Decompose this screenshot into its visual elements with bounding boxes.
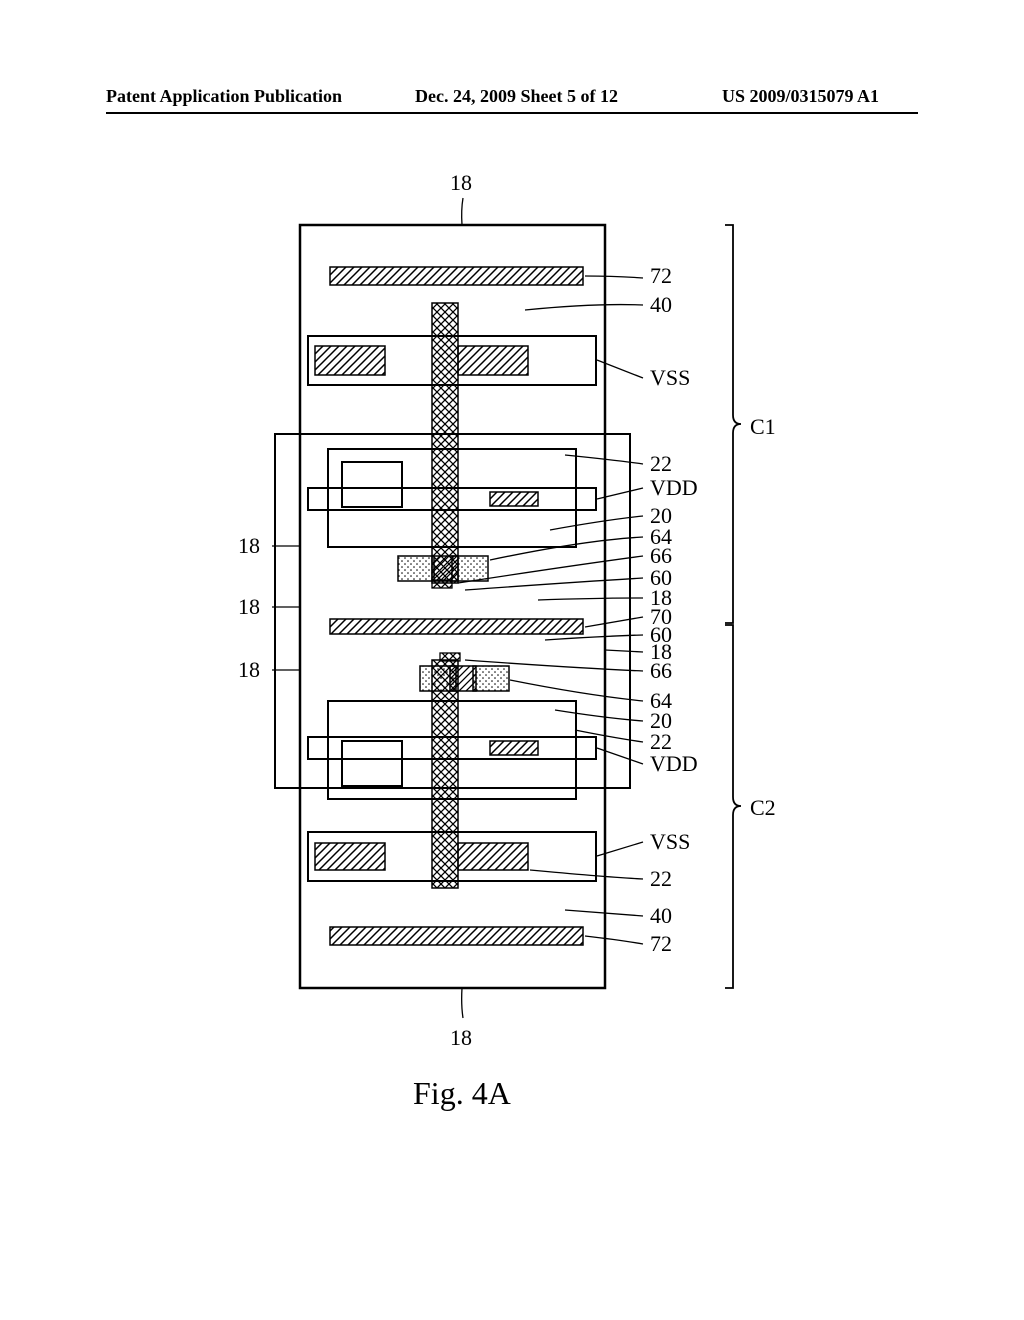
bracket-c2 bbox=[725, 625, 737, 988]
right-label: 72 bbox=[650, 263, 672, 289]
label-18-top: 18 bbox=[450, 170, 472, 196]
header-center: Dec. 24, 2009 Sheet 5 of 12 bbox=[415, 86, 618, 107]
figure-4a-diagram: 18 18 7240VSS22VDD2064666018706018666420… bbox=[300, 225, 605, 988]
header-left: Patent Application Publication bbox=[106, 86, 342, 107]
bracket-c1 bbox=[725, 225, 737, 623]
left-label: 18 bbox=[238, 657, 260, 683]
right-label: 72 bbox=[650, 931, 672, 957]
bracket-label-c2: C2 bbox=[750, 795, 776, 821]
right-label: VDD bbox=[650, 475, 698, 501]
right-label: VDD bbox=[650, 751, 698, 777]
right-label: VSS bbox=[650, 829, 690, 855]
diagram-svg bbox=[265, 220, 645, 1000]
left-label: 18 bbox=[238, 594, 260, 620]
right-label: VSS bbox=[650, 365, 690, 391]
left-label: 18 bbox=[238, 533, 260, 559]
right-label: 22 bbox=[650, 451, 672, 477]
header-right: US 2009/0315079 A1 bbox=[722, 86, 879, 107]
right-label: 40 bbox=[650, 903, 672, 929]
right-label: 22 bbox=[650, 866, 672, 892]
right-label: 40 bbox=[650, 292, 672, 318]
label-18-bottom: 18 bbox=[450, 1025, 472, 1051]
header-rule bbox=[106, 112, 918, 114]
figure-caption: Fig. 4A bbox=[413, 1075, 511, 1112]
bracket-label-c1: C1 bbox=[750, 414, 776, 440]
right-label: 66 bbox=[650, 658, 672, 684]
